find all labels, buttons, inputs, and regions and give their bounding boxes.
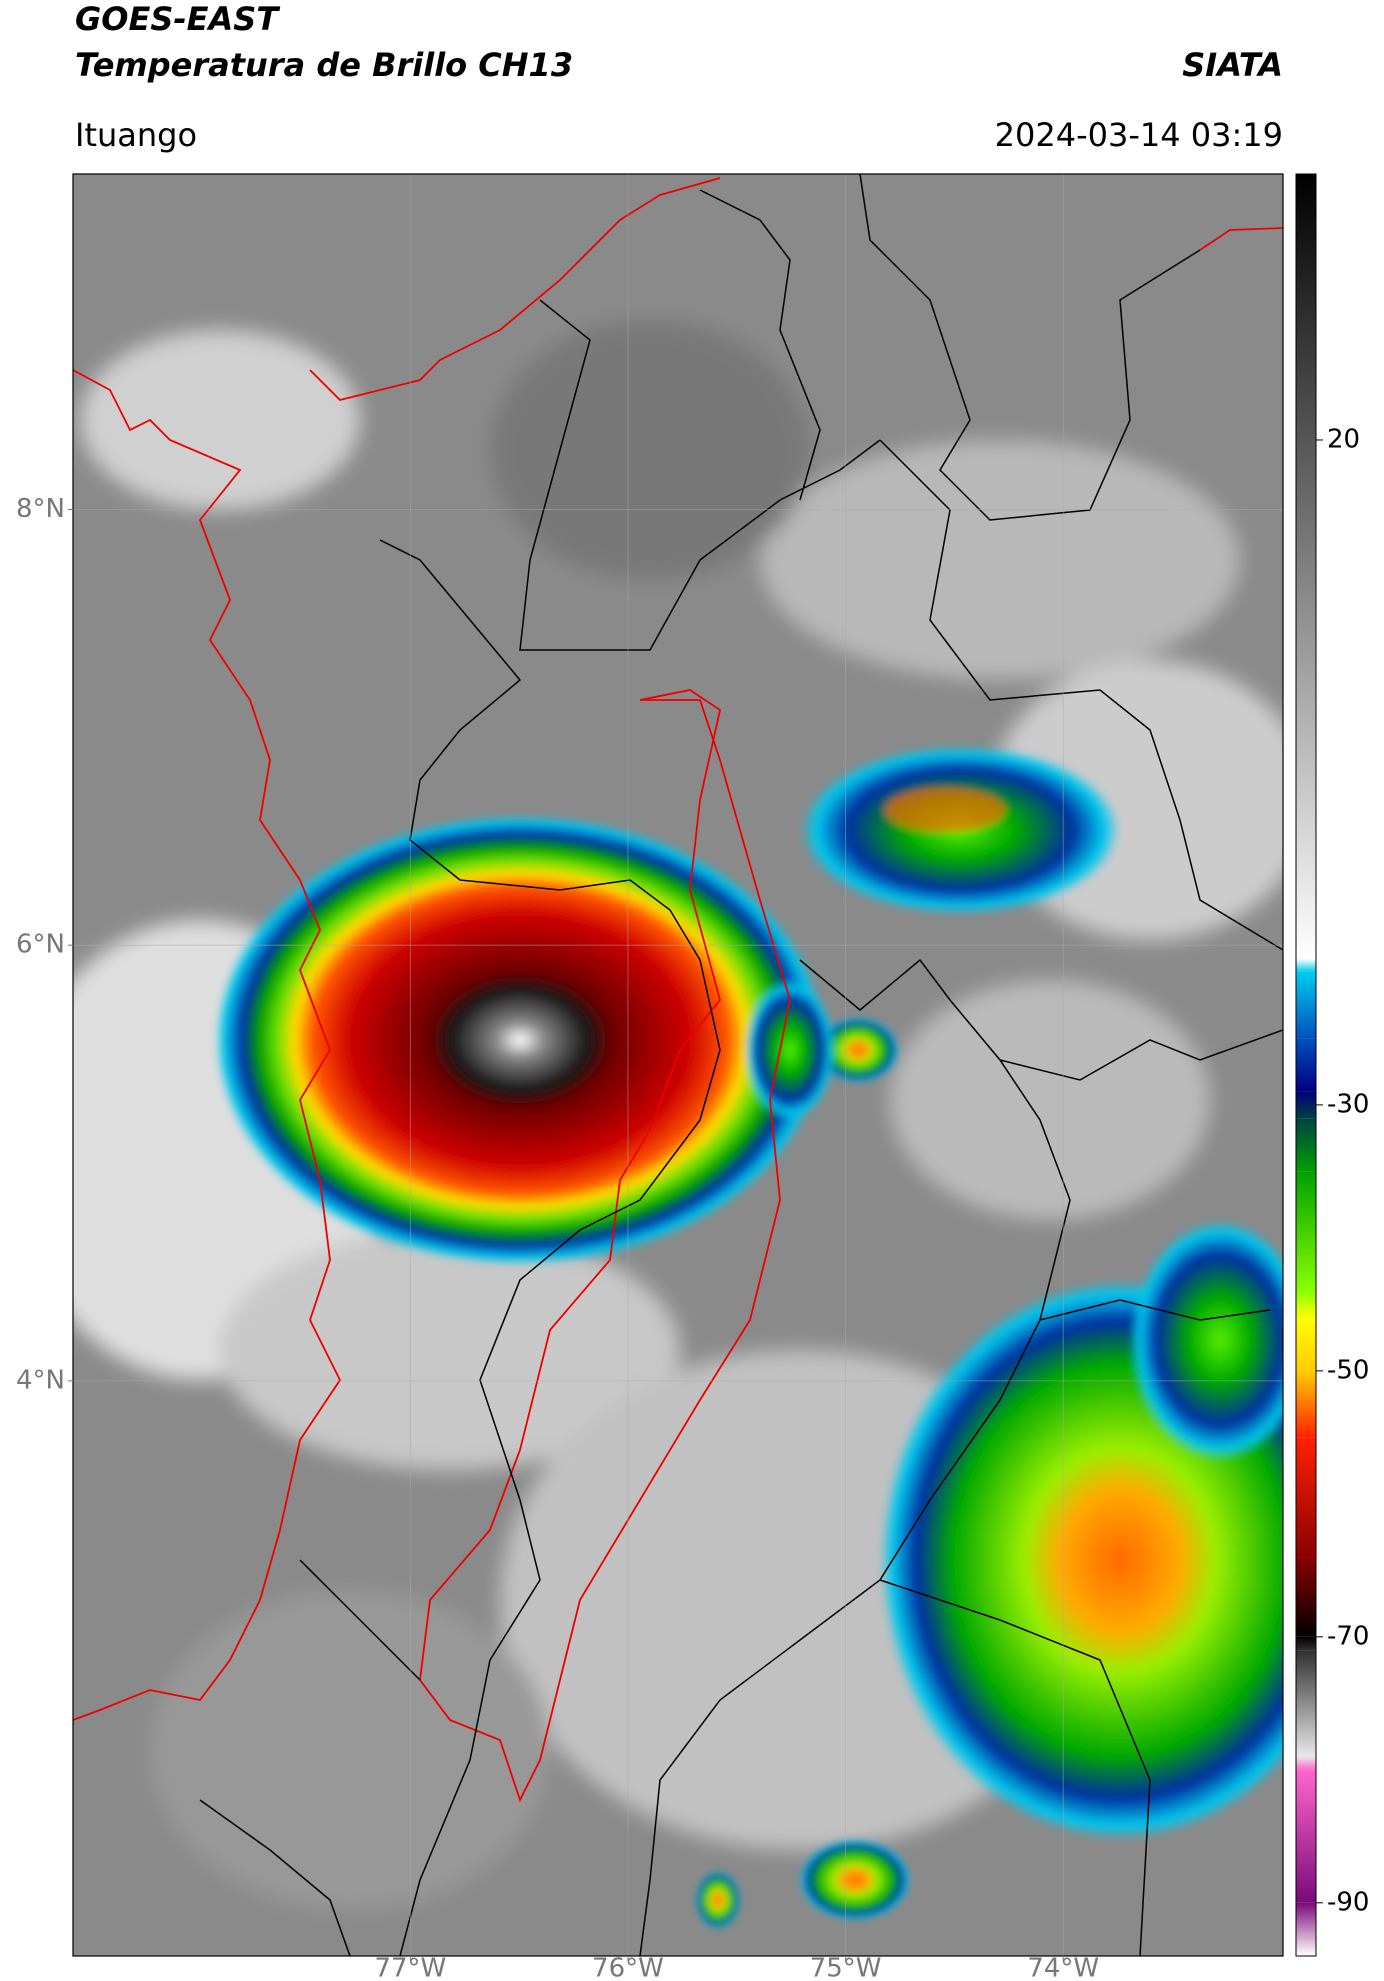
colorbar-tick-label: 20 — [1327, 424, 1360, 454]
colorbar-segment — [1296, 1902, 1316, 1956]
map-frame — [72, 173, 1284, 1957]
coastline — [73, 177, 1283, 1803]
x-tick-label: 76°W — [592, 1954, 664, 1981]
location: Ituango — [75, 116, 197, 154]
colorbar-segment — [1296, 1636, 1316, 1651]
map-image — [73, 174, 1283, 1956]
colorbar-segment — [1296, 1437, 1316, 1558]
colorbar-segment — [1296, 1769, 1316, 1903]
agency: SIATA — [1182, 46, 1283, 84]
y-tick-label: 6°N — [16, 930, 65, 960]
y-tick-label: 4°N — [16, 1365, 65, 1395]
colorbar-segment — [1296, 1317, 1316, 1371]
borders — [199, 174, 1283, 1956]
colorbar-segment — [1296, 958, 1316, 972]
title: GOES-EAST — [75, 0, 280, 38]
colorbar-segment — [1296, 174, 1316, 959]
datetime: 2024-03-14 03:19 — [995, 116, 1283, 154]
colorbar-segment — [1296, 971, 1316, 1039]
colorbar-segment — [1296, 1756, 1316, 1770]
y-tick-label: 8°N — [16, 494, 65, 524]
colorbar-tick-label: -70 — [1327, 1621, 1369, 1651]
x-tick-label: 77°W — [374, 1954, 446, 1981]
colorbar-segment — [1296, 1650, 1316, 1757]
colorbar-segment — [1296, 1118, 1316, 1172]
colorbar-tick-label: -30 — [1327, 1089, 1369, 1119]
colorbar-segment — [1296, 1091, 1316, 1119]
colorbar-segment — [1296, 1557, 1316, 1637]
colorbar-frame — [1295, 173, 1317, 1957]
colorbar-segment — [1296, 1291, 1316, 1318]
x-tick-label: 75°W — [810, 1954, 882, 1981]
x-tick-label: 74°W — [1027, 1954, 1099, 1981]
title: Temperatura de Brillo CH13 — [75, 46, 573, 84]
colorbar-segment — [1296, 1370, 1316, 1438]
colorbar-segment — [1296, 1038, 1316, 1092]
colorbar-tick-label: -50 — [1327, 1355, 1369, 1385]
colorbar-segment — [1296, 1171, 1316, 1292]
colorbar-tick-label: -90 — [1327, 1887, 1369, 1917]
